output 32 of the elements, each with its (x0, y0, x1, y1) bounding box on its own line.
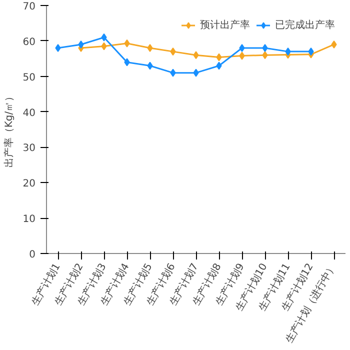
legend-label: 已完成出产率 (275, 18, 335, 32)
point (331, 40, 337, 48)
point (193, 51, 199, 60)
point (78, 40, 84, 48)
point (262, 44, 268, 52)
point (239, 52, 245, 60)
point (170, 68, 176, 77)
y-tick-label: 30 (22, 143, 36, 154)
point (216, 53, 222, 62)
point (239, 44, 245, 52)
point (216, 62, 222, 70)
y-axis-title: 出产率（Kg/㎡） (2, 91, 15, 168)
point (147, 62, 153, 70)
y-tick-label: 70 (22, 2, 36, 12)
point (308, 48, 314, 56)
point (55, 44, 61, 52)
point (101, 33, 107, 42)
point (170, 48, 176, 56)
y-tick-label: 20 (22, 178, 36, 190)
point (262, 51, 268, 60)
point (147, 44, 153, 52)
y-tick-label: 50 (22, 72, 36, 84)
y-tick-label: 60 (22, 36, 36, 48)
legend-label: 预计出产率 (200, 18, 250, 32)
y-tick-label: 40 (22, 108, 36, 119)
y-tick-label: 10 (22, 214, 36, 226)
point (193, 68, 199, 77)
point (124, 39, 130, 48)
point (285, 48, 291, 56)
point (101, 42, 107, 50)
point (124, 58, 130, 66)
y-tick-label: 0 (29, 250, 36, 260)
